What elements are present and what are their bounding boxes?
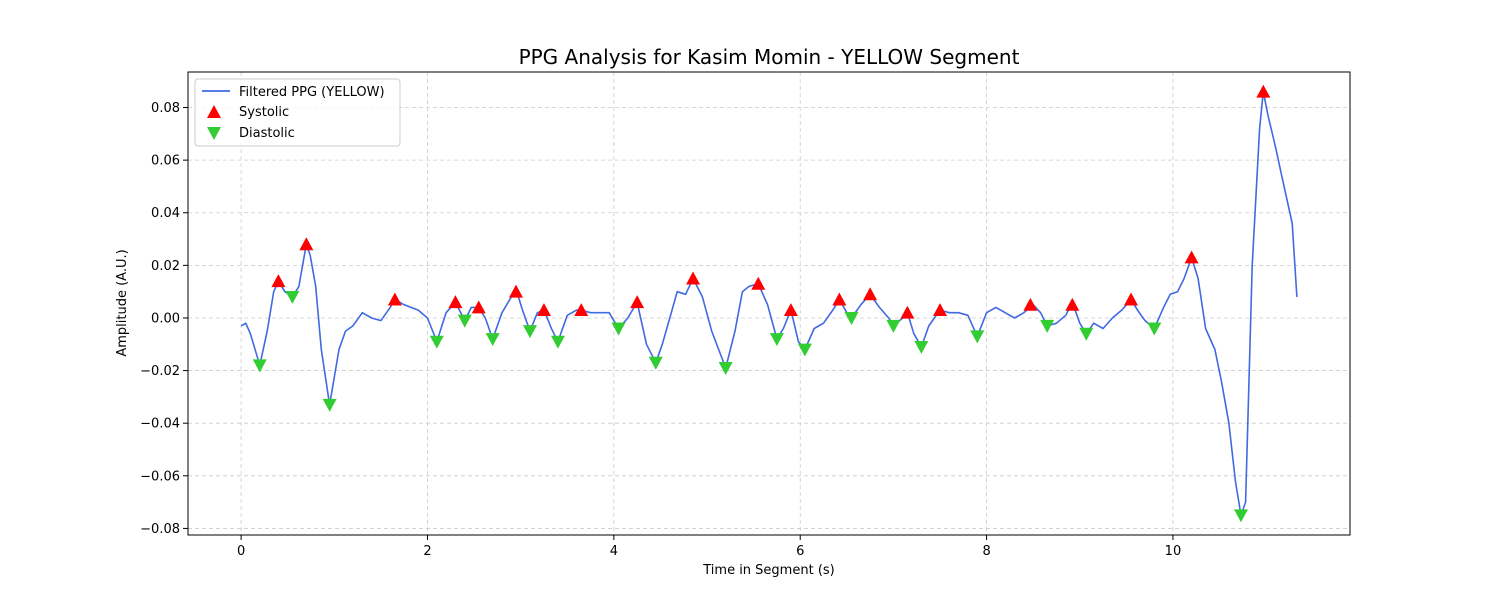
systolic-marker	[863, 287, 878, 301]
x-tick-label: 6	[796, 544, 804, 559]
grid	[188, 72, 1350, 535]
diastolic-marker	[457, 314, 472, 328]
systolic-marker	[1124, 292, 1139, 306]
diastolic-marker	[648, 356, 663, 370]
diastolic-marker	[429, 335, 444, 349]
systolic-marker	[448, 295, 463, 309]
x-axis-label: Time in Segment (s)	[702, 563, 834, 578]
x-axis-ticks: 0 2 4 6 8 10	[237, 535, 1181, 559]
systolic-marker	[387, 292, 402, 306]
diastolic-marker	[1040, 319, 1055, 333]
diastolic-marker	[797, 343, 812, 357]
legend-label-filtered: Filtered PPG (YELLOW)	[239, 85, 385, 100]
x-tick-label: 2	[423, 544, 431, 559]
systolic-marker	[271, 274, 286, 288]
y-tick-label: 0.06	[151, 154, 180, 169]
diastolic-marker	[1147, 322, 1162, 336]
legend-box	[194, 78, 401, 147]
diastolic-marker	[550, 335, 565, 349]
systolic-marker	[900, 305, 915, 319]
diastolic-marker	[252, 359, 267, 373]
systolic-marker	[1023, 297, 1038, 311]
y-tick-label: −0.08	[140, 522, 180, 537]
y-tick-label: 0.00	[151, 311, 180, 326]
systolic-marker	[574, 303, 589, 317]
diastolic-marker	[522, 325, 537, 339]
systolic-marker	[832, 292, 847, 306]
x-tick-label: 0	[237, 544, 245, 559]
plot-area-frame	[187, 71, 1351, 536]
x-tick-label: 4	[610, 544, 618, 559]
diastolic-marker	[769, 333, 784, 347]
systolic-marker	[1184, 250, 1199, 264]
y-tick-label: −0.04	[140, 417, 180, 432]
legend-label-diastolic: Diastolic	[239, 126, 295, 141]
systolic-marker	[783, 303, 798, 317]
diastolic-marker	[970, 330, 985, 344]
y-tick-label: −0.02	[140, 364, 180, 379]
y-tick-label: 0.04	[151, 206, 180, 221]
systolic-marker	[1065, 297, 1080, 311]
diastolic-marker	[718, 362, 733, 375]
systolic-marker	[686, 271, 701, 285]
systolic-marker	[509, 284, 524, 298]
systolic-marker	[932, 303, 947, 317]
x-tick-label: 10	[1165, 544, 1182, 559]
systolic-marker	[471, 300, 486, 314]
chart-title: PPG Analysis for Kasim Momin - YELLOW Se…	[519, 45, 1020, 69]
systolic-marker	[299, 237, 314, 251]
legend-systolic-marker	[207, 105, 221, 118]
diastolic-marker	[914, 340, 929, 354]
diastolic-marker	[322, 398, 337, 412]
systolic-marker	[751, 276, 766, 290]
diastolic-marker	[611, 322, 626, 336]
diastolic-marker	[1233, 509, 1248, 523]
y-tick-label: 0.02	[151, 259, 180, 274]
y-tick-label: −0.06	[140, 469, 180, 484]
diastolic-marker	[1079, 327, 1094, 341]
systolic-marker	[630, 295, 645, 309]
legend-diastolic-marker	[207, 127, 221, 140]
diastolic-marker	[285, 290, 300, 304]
marker-layer	[252, 84, 1271, 523]
y-axis-label: Amplitude (A.U.)	[115, 249, 130, 356]
y-tick-label: 0.08	[151, 101, 180, 116]
diastolic-marker	[886, 319, 901, 333]
x-tick-label: 8	[982, 544, 990, 559]
legend-label-systolic: Systolic	[239, 105, 289, 120]
diastolic-marker	[485, 333, 500, 347]
diastolic-marker	[844, 312, 859, 325]
systolic-marker	[536, 303, 551, 317]
y-axis-ticks: −0.08 −0.06 −0.04 −0.02 0.00 0.02 0.04 0.06 0.08	[140, 101, 188, 537]
systolic-marker	[1256, 84, 1271, 98]
legend: Filtered PPG (YELLOW) Systolic Diastolic	[194, 78, 401, 147]
